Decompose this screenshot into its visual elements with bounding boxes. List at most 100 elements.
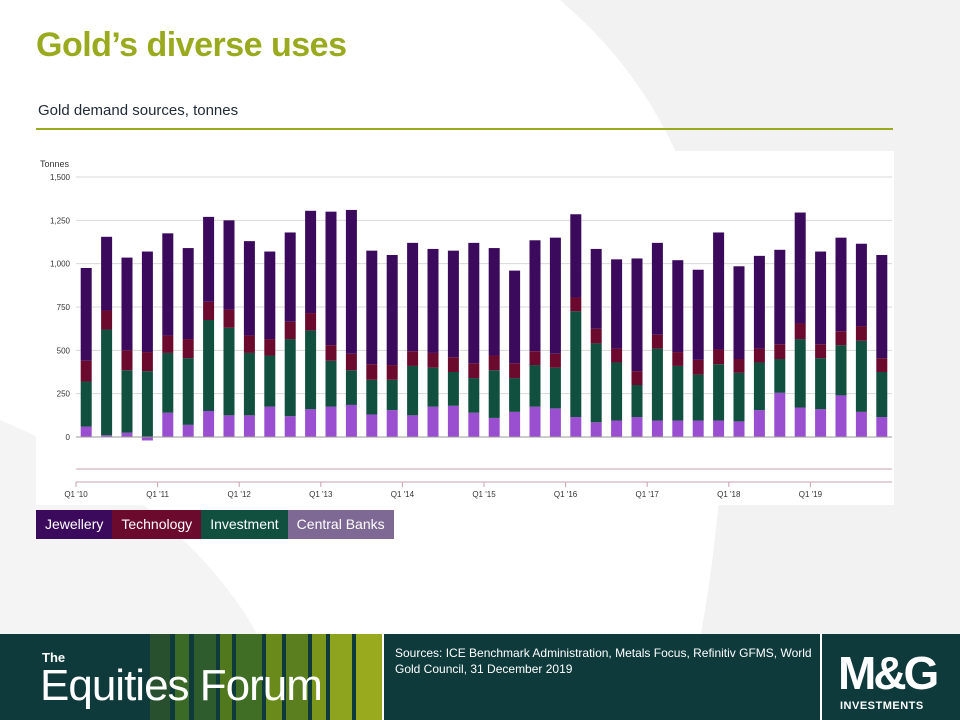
bar-segment-jewellery [590,248,602,329]
bar-segment-investment [366,379,378,415]
bar-segment-technology [855,326,867,341]
bar-segment-technology [549,353,561,368]
bar-segment-central-banks [794,407,806,437]
bar-segment-central-banks [386,410,398,437]
bar-segment-central-banks [753,410,765,437]
y-tick-label: 250 [57,390,71,399]
bar-segment-investment [447,372,459,406]
bar-segment-investment [80,381,92,427]
bar-segment-investment [101,329,113,436]
bar-segment-investment [243,352,255,416]
x-tick-label: Q1 '14 [391,490,415,499]
bar-segment-central-banks [407,415,419,437]
bar-segment-jewellery [468,242,480,364]
bar-segment-jewellery [713,232,725,350]
bar-segment-technology [386,365,398,380]
bar-segment-technology [529,351,541,366]
y-tick-label: 750 [57,303,71,312]
x-tick-label: Q1 '16 [554,490,578,499]
x-tick-label: Q1 '13 [309,490,333,499]
bar-segment-central-banks [284,416,296,437]
legend-item-technology: Technology [112,510,202,539]
bar-segment-technology [713,349,725,365]
chart-subtitle: Gold demand sources, tonnes [38,102,239,119]
bar-segment-jewellery [876,255,888,359]
bar-segment-technology [794,323,806,340]
bar-segment-technology [815,344,827,359]
x-tick-label: Q1 '19 [799,490,823,499]
legend-item-central-banks: Central Banks [287,510,394,539]
bar-segment-technology [101,310,113,330]
bar-segment-central-banks [366,414,378,437]
bar-segment-jewellery [325,211,337,346]
chart-legend: Jewellery Technology Investment Central Ban… [36,510,394,539]
bar-segment-technology [631,371,643,385]
bar-segment-central-banks [529,406,541,437]
bar-segment-technology [162,335,174,353]
bar-segment-investment [631,385,643,418]
bar-segment-central-banks [264,406,276,437]
bar-segment-jewellery [141,251,153,353]
bar-segment-jewellery [80,268,92,361]
bar-segment-investment [651,348,663,421]
bar-segment-jewellery [855,243,867,327]
bar-segment-technology [774,344,786,359]
bar-segment-investment [325,360,337,407]
bar-segment-jewellery [631,258,643,372]
bar-segment-investment [835,345,847,396]
bar-segment-jewellery [243,241,255,336]
bar-segment-jewellery [774,249,786,345]
bar-segment-jewellery [570,214,582,298]
x-tick-label: Q1 '11 [146,490,169,499]
bar-segment-technology [733,359,745,373]
footer-divider-left [382,634,384,720]
bar-segment-jewellery [101,236,113,311]
bar-segment-central-banks [447,405,459,437]
bar-segment-jewellery [366,250,378,365]
bar-segment-jewellery [407,242,419,352]
bar-segment-investment [855,340,867,412]
stacked-bar-chart: Tonnes 0 250 500 750 1,000 1,250 1,500 Q1 '10 Q1 … [40,159,892,499]
bar-segment-investment [223,327,235,416]
bar-segment-technology [651,334,663,349]
bar-segment-investment [488,370,500,418]
bar-segment-technology [407,351,419,366]
bar-segment-technology [509,363,521,379]
bar-segment-technology [876,358,888,372]
bar-segment-central-banks [733,421,745,437]
bar-segment-jewellery [264,251,276,340]
bar-segment-technology [264,339,276,356]
bar-segment-investment [427,367,439,407]
bar-segment-technology [121,350,133,371]
bar-segment-technology [366,364,378,380]
x-tick-label: Q1 '18 [717,490,741,499]
bar-segment-central-banks [345,404,357,437]
bar-segment-investment [141,371,153,437]
bar-segment-investment [713,364,725,421]
bar-segment-jewellery [651,242,663,335]
bar-segment-technology [468,363,480,379]
bar-segment-central-banks [855,411,867,437]
bar-segment-jewellery [672,260,684,353]
bar-segment-central-banks [713,420,725,437]
bar-segment-investment [611,362,623,421]
bar-segment-central-banks [101,435,113,437]
bar-segment-investment [121,370,133,433]
bar-segment-central-banks [876,417,888,437]
y-axis-title: Tonnes [40,159,70,169]
bar-segment-central-banks [80,426,92,437]
bar-segment-central-banks [631,417,643,437]
bar-segment-technology [80,360,92,382]
bar-segment-investment [774,359,786,393]
bar-segment-technology [488,355,500,371]
bar-segment-investment [590,343,602,423]
bar-segment-technology [243,335,255,353]
bar-segment-technology [611,348,623,363]
bar-segment-central-banks [488,417,500,437]
bar-segment-jewellery [835,237,847,332]
bar-segment-central-banks [570,417,582,437]
bar-segment-jewellery [182,248,194,340]
bar-segment-jewellery [345,209,357,354]
bar-segment-central-banks [815,409,827,437]
bar-segment-jewellery [692,269,704,360]
